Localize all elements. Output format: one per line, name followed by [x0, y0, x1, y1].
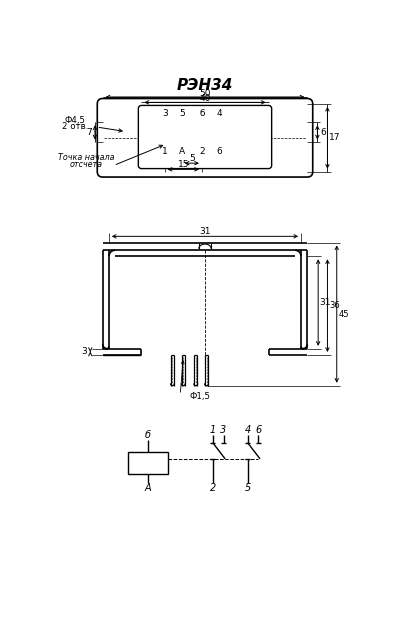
Bar	[128, 452, 168, 473]
Text: А: А	[179, 147, 185, 156]
Text: 4: 4	[216, 109, 222, 118]
Text: 6: 6	[321, 128, 326, 137]
Text: 31: 31	[319, 298, 331, 307]
Text: А: А	[144, 483, 151, 493]
Circle shape	[196, 116, 208, 129]
Circle shape	[196, 136, 208, 149]
Text: РЭН34: РЭН34	[177, 78, 233, 93]
Circle shape	[111, 127, 133, 149]
Text: 1: 1	[210, 425, 216, 435]
Circle shape	[277, 127, 299, 149]
Text: 7: 7	[86, 128, 92, 137]
Text: 50: 50	[199, 88, 211, 98]
Circle shape	[176, 136, 188, 149]
Circle shape	[213, 116, 225, 129]
Text: б: б	[199, 109, 205, 118]
Circle shape	[158, 136, 171, 149]
FancyBboxPatch shape	[97, 98, 313, 177]
Text: 5: 5	[179, 109, 185, 118]
Circle shape	[180, 141, 184, 144]
Circle shape	[163, 142, 165, 144]
Text: 3: 3	[162, 109, 168, 118]
Text: Ф4,5: Ф4,5	[64, 116, 85, 126]
Text: б: б	[145, 430, 151, 440]
Circle shape	[163, 141, 166, 144]
Circle shape	[217, 141, 221, 144]
Circle shape	[176, 116, 188, 129]
Circle shape	[282, 132, 293, 143]
Text: 1: 1	[162, 147, 168, 156]
FancyBboxPatch shape	[138, 106, 272, 169]
Circle shape	[213, 136, 225, 149]
Text: Точка начала: Точка начала	[58, 153, 115, 162]
Text: 4: 4	[244, 425, 251, 435]
Text: 5: 5	[244, 483, 251, 493]
Text: отсчета: отсчета	[70, 160, 103, 169]
Text: 40: 40	[199, 94, 211, 103]
Text: 36: 36	[329, 301, 340, 310]
Text: 17: 17	[329, 133, 340, 142]
Circle shape	[158, 116, 171, 129]
Text: 2: 2	[199, 147, 205, 156]
Text: 2: 2	[210, 483, 216, 493]
Text: 31: 31	[199, 227, 211, 236]
Text: 5: 5	[189, 154, 195, 163]
Text: 3: 3	[81, 347, 87, 356]
Circle shape	[180, 121, 184, 124]
Circle shape	[200, 121, 204, 124]
Circle shape	[163, 121, 167, 124]
Circle shape	[163, 141, 167, 144]
Text: 6: 6	[216, 147, 222, 156]
Text: 15: 15	[178, 160, 189, 169]
Circle shape	[217, 121, 221, 124]
Text: 2 отв.: 2 отв.	[62, 123, 88, 131]
Text: 6: 6	[255, 425, 262, 435]
Circle shape	[117, 132, 128, 143]
Text: 3: 3	[220, 425, 227, 435]
Circle shape	[200, 141, 204, 144]
Text: Ф1,5: Ф1,5	[190, 392, 211, 401]
Text: 45: 45	[338, 310, 349, 318]
